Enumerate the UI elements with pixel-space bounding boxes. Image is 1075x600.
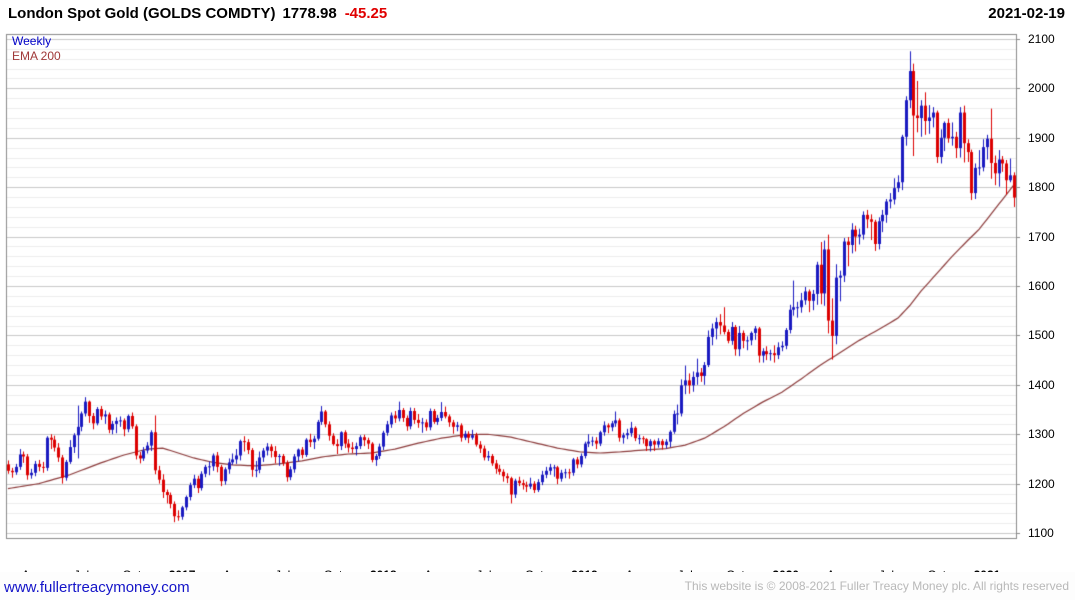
price-change: -45.25	[344, 5, 388, 22]
last-price: 1778.98	[282, 5, 337, 22]
y-axis: 1100 1200 1300 1400 1500 1600 1700 1800 1900 2000…	[1028, 28, 1075, 543]
footer-bar: www.fullertreacymoney.com This website i…	[0, 572, 1075, 600]
copyright-text: This website is © 2008-2021 Fuller Treac…	[684, 579, 1069, 593]
y-axis-label: 1100	[1028, 526, 1054, 541]
header-bar: London Spot Gold (GOLDS COMDTY) 1778.98 -4…	[0, 0, 1075, 28]
y-axis-label: 1200	[1028, 476, 1055, 491]
price-chart-canvas	[0, 28, 1075, 546]
legend-ema-label: EMA 200	[12, 49, 61, 63]
y-axis-label: 1500	[1028, 328, 1055, 343]
y-axis-label: 2000	[1028, 81, 1055, 96]
y-axis-label: 1800	[1028, 180, 1055, 195]
y-axis-label: 1400	[1028, 377, 1055, 392]
y-axis-label: 1900	[1028, 130, 1055, 145]
y-axis-label: 1700	[1028, 229, 1055, 244]
y-axis-label: 1600	[1028, 279, 1055, 293]
chart-title-group: London Spot Gold (GOLDS COMDTY) 1778.98 -4…	[8, 5, 387, 22]
chart-title: London Spot Gold (GOLDS COMDTY)	[8, 5, 276, 22]
legend-timeframe-label: Weekly	[12, 34, 52, 48]
chart-date: 2021-02-19	[988, 5, 1065, 22]
site-link[interactable]: www.fullertreacymoney.com	[4, 579, 190, 596]
chart-legend: Weekly EMA 200	[12, 34, 61, 64]
y-axis-label: 2100	[1028, 31, 1055, 46]
y-axis-label: 1300	[1028, 427, 1055, 442]
